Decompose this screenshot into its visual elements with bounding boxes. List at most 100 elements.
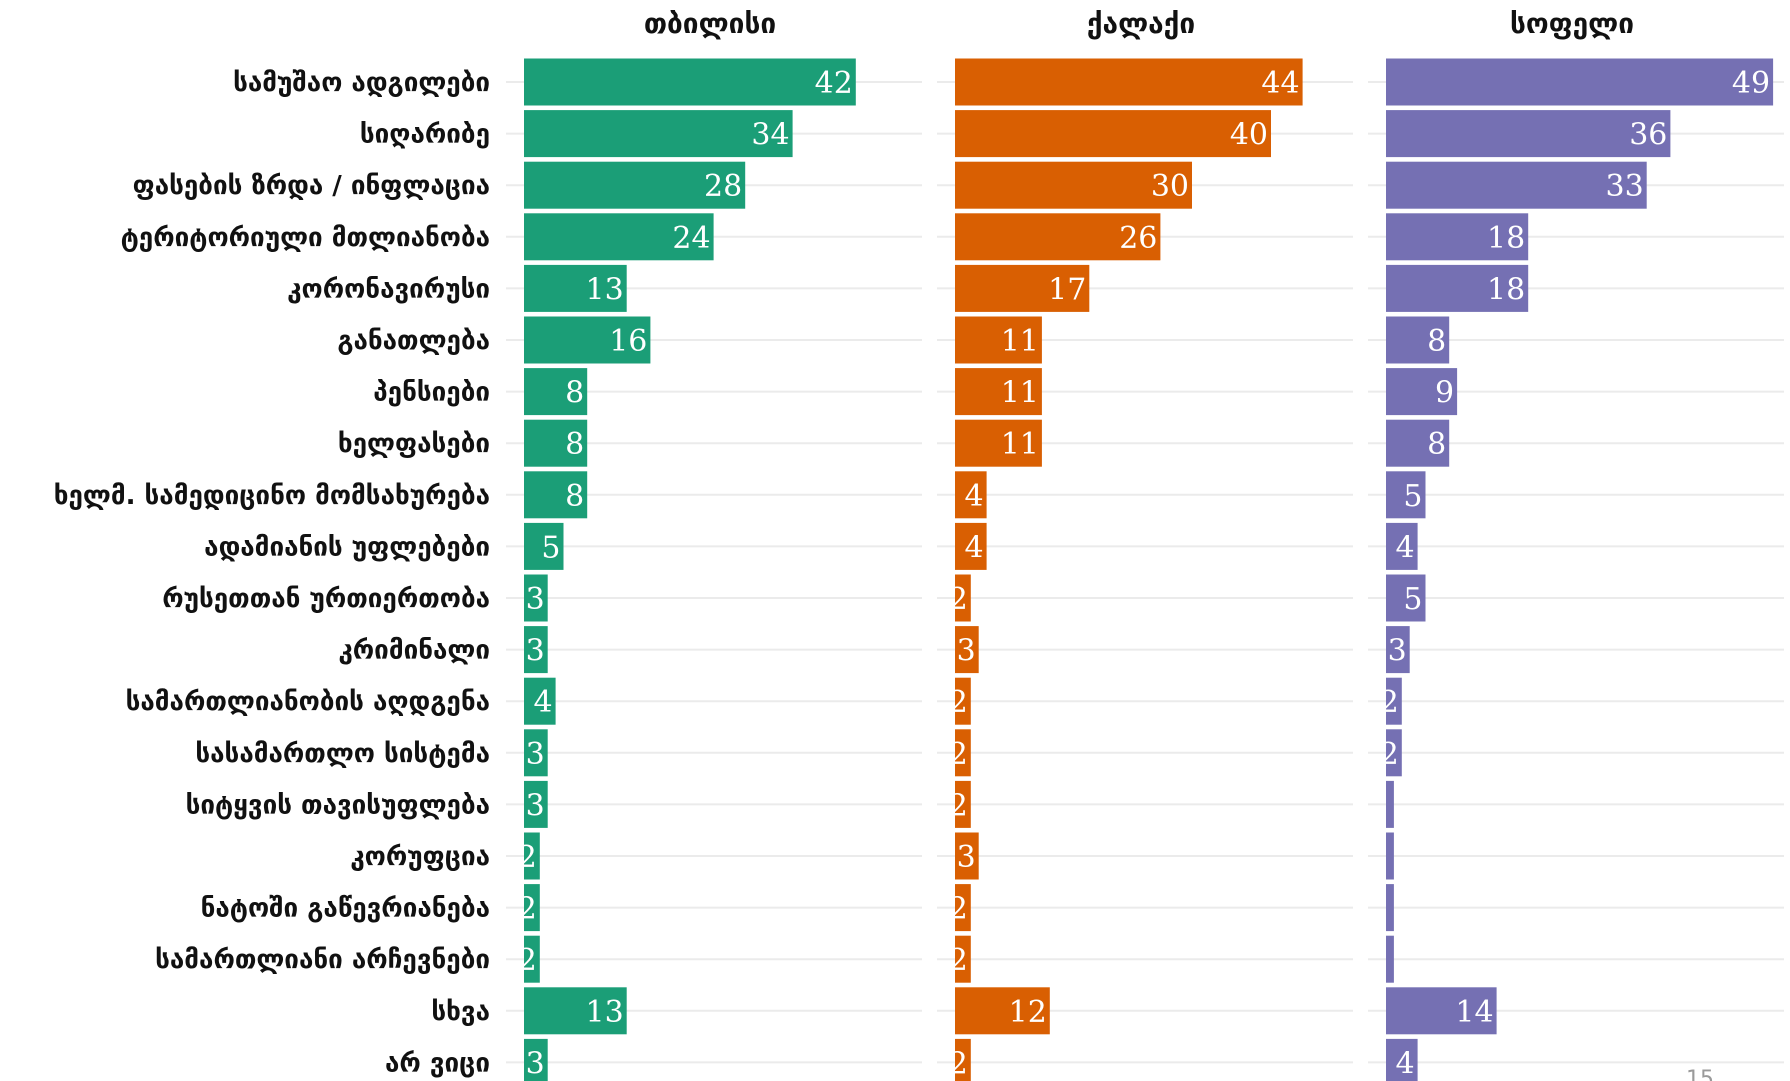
category-label: კრიმინალი — [338, 636, 490, 666]
value-label: 2 — [949, 685, 968, 720]
bar — [955, 368, 1042, 416]
bar — [955, 58, 1303, 106]
bar — [1386, 780, 1394, 828]
value-label: 4 — [1396, 1046, 1415, 1081]
value-label: 4 — [965, 479, 984, 514]
bar — [1386, 316, 1450, 364]
panels: თბილისი423428241316888533433222133ქალაქი… — [518, 7, 1774, 1081]
value-label: 36 — [1629, 118, 1667, 153]
category-label: ხელფასები — [338, 429, 490, 459]
panel-title: ქალაქი — [1087, 7, 1195, 40]
category-label: სხვა — [431, 997, 490, 1027]
value-label: 3 — [526, 634, 545, 669]
bar — [955, 574, 971, 622]
bar — [955, 213, 1161, 261]
bar — [955, 110, 1271, 158]
category-label: სიღარიბე — [360, 120, 490, 150]
category-labels: სამუშაო ადგილები სიღარიბე ფასების ზრდა / ი… — [54, 68, 490, 1078]
value-label: 3 — [526, 788, 545, 823]
bar — [524, 729, 548, 777]
bar — [1386, 419, 1450, 467]
bar — [524, 987, 627, 1035]
bar — [1386, 884, 1394, 932]
bar — [955, 677, 971, 725]
value-label: 3 — [526, 737, 545, 772]
value-label: 4 — [1396, 530, 1415, 565]
panel-title: სოფელი — [1510, 7, 1634, 40]
bar — [1386, 368, 1458, 416]
bar — [524, 316, 651, 364]
bar — [1386, 935, 1394, 983]
value-label: 17 — [1048, 272, 1086, 307]
bar — [524, 677, 556, 725]
value-label: 2 — [949, 582, 968, 617]
bar — [955, 316, 1042, 364]
value-label: 2 — [518, 840, 537, 875]
bar — [955, 419, 1042, 467]
category-label: ადამიანის უფლებები — [204, 532, 490, 562]
category-label: სამუშაო ადგილები — [233, 68, 490, 98]
value-label: 9 — [1435, 376, 1454, 411]
bar — [955, 832, 979, 880]
value-label: 2 — [1380, 685, 1399, 720]
value-label: 3 — [526, 582, 545, 617]
value-label: 18 — [1487, 221, 1525, 256]
bar — [1386, 1038, 1418, 1081]
value-label: 16 — [609, 324, 647, 359]
bar — [524, 574, 548, 622]
bar — [955, 729, 971, 777]
value-label: 24 — [672, 221, 710, 256]
value-label: 30 — [1151, 169, 1189, 204]
bar — [1386, 58, 1774, 106]
category-label: კორუფცია — [350, 842, 490, 872]
bar — [1386, 213, 1529, 261]
page-number: 15 — [1686, 1067, 1714, 1081]
category-label: პენსიები — [373, 378, 490, 408]
value-label: 12 — [1009, 995, 1047, 1030]
category-label: განათლება — [337, 326, 490, 356]
value-label: 8 — [565, 479, 584, 514]
value-label: 11 — [1001, 376, 1039, 411]
bar — [1386, 264, 1529, 312]
value-label: 40 — [1230, 118, 1268, 153]
value-label: 2 — [949, 943, 968, 978]
value-label: 2 — [518, 943, 537, 978]
value-label: 34 — [751, 118, 789, 153]
value-label: 8 — [1427, 324, 1446, 359]
bar — [955, 780, 971, 828]
bar — [524, 884, 540, 932]
value-label: 2 — [949, 737, 968, 772]
value-label: 2 — [1380, 737, 1399, 772]
bar — [524, 1038, 548, 1081]
bar — [524, 213, 714, 261]
bar — [524, 626, 548, 674]
value-label: 13 — [586, 272, 624, 307]
value-label: 28 — [704, 169, 742, 204]
bar — [955, 471, 987, 519]
bar — [524, 522, 564, 570]
bar — [524, 780, 548, 828]
bar — [524, 368, 588, 416]
bar — [524, 935, 540, 983]
value-label: 2 — [949, 892, 968, 927]
value-label: 3 — [1388, 634, 1407, 669]
value-label: 5 — [1403, 582, 1422, 617]
bar — [955, 626, 979, 674]
bar — [1386, 522, 1418, 570]
bar — [955, 161, 1192, 209]
value-label: 3 — [526, 1046, 545, 1081]
value-label: 8 — [565, 427, 584, 462]
bar — [1386, 471, 1426, 519]
bar — [955, 884, 971, 932]
bar — [524, 264, 627, 312]
bar — [524, 161, 746, 209]
value-label: 8 — [565, 376, 584, 411]
value-label: 4 — [534, 685, 553, 720]
value-label: 44 — [1261, 66, 1299, 101]
value-label: 14 — [1455, 995, 1493, 1030]
bar — [524, 471, 588, 519]
bar — [955, 522, 987, 570]
category-label: სამართლიანი არჩევნები — [155, 945, 490, 975]
